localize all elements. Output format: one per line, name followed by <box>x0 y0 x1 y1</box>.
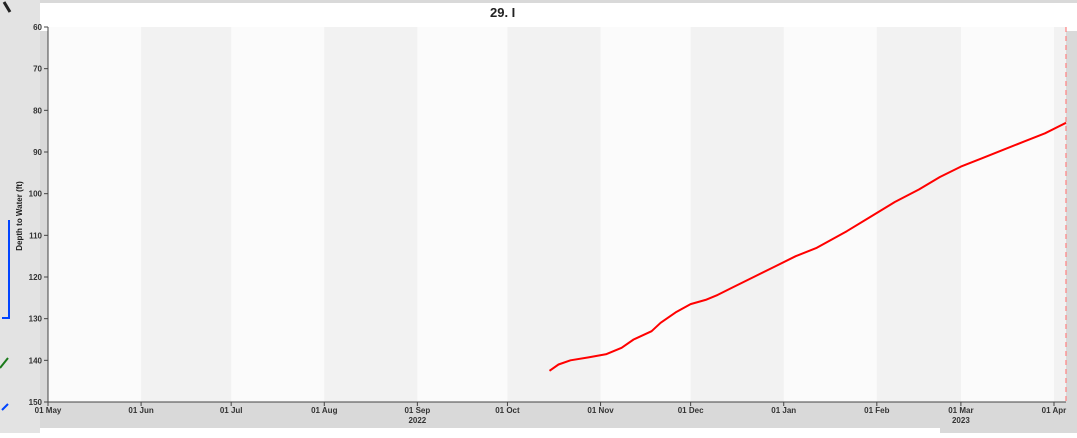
month-band <box>324 27 418 402</box>
x-tick-label: 01 Jun <box>128 406 153 415</box>
x-tick-label: 01 Oct <box>495 406 520 415</box>
month-band <box>1053 27 1066 402</box>
y-tick-label: 90 <box>33 148 42 157</box>
y-tick-label: 120 <box>29 273 43 282</box>
y-tick-label: 70 <box>33 65 42 74</box>
depth-series-line <box>548 121 1067 372</box>
x-tick-label: 01 Jul <box>220 406 243 415</box>
y-tick-label: 80 <box>33 106 42 115</box>
month-band <box>141 27 232 402</box>
title-overlay <box>520 3 892 31</box>
month-band <box>876 27 961 402</box>
y-tick-label: 130 <box>29 315 43 324</box>
x-tick-label: 01 Sep <box>404 406 430 415</box>
x-tick-label: 01 May <box>35 406 62 415</box>
y-tick-label: 110 <box>29 231 42 240</box>
x-year-label: 2022 <box>408 416 426 425</box>
x-tick-label: 01 Jan <box>771 406 796 415</box>
y-axis-label: Depth to Water (ft) <box>15 181 24 251</box>
x-tick-label: 01 Mar <box>948 406 973 415</box>
x-tick-label: 01 Feb <box>864 406 889 415</box>
x-tick-label: 01 Nov <box>587 406 614 415</box>
month-band <box>690 27 784 402</box>
x-tick-label: 01 Apr <box>1042 406 1067 415</box>
y-tick-label: 140 <box>29 356 43 365</box>
month-band <box>507 27 601 402</box>
x-tick-label: 01 Dec <box>678 406 704 415</box>
y-tick-label: 150 <box>29 398 43 407</box>
series <box>548 27 1067 402</box>
y-tick-label: 60 <box>33 23 42 32</box>
bottom-strip <box>40 428 940 433</box>
x-tick-label: 01 Aug <box>311 406 337 415</box>
y-tick-label: 100 <box>29 190 43 199</box>
chart-title: 29. I <box>490 5 516 20</box>
x-year-label: 2023 <box>952 416 970 425</box>
adjacent-chart-edge <box>0 0 40 433</box>
grid <box>141 27 1066 402</box>
